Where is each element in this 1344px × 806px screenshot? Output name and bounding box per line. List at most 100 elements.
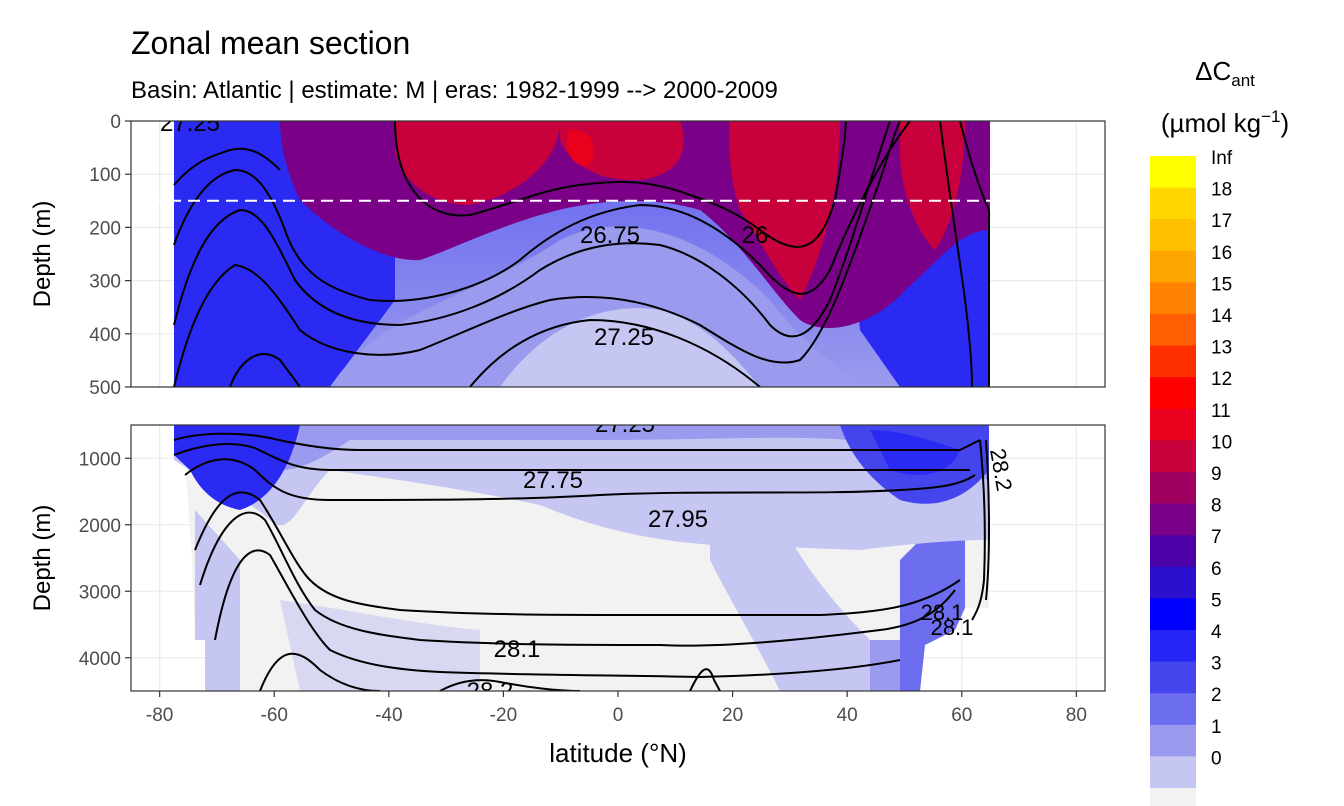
legend-swatch-1: [1150, 187, 1196, 220]
contour-label-28-1-north: 28.1: [921, 600, 964, 625]
lower-contour-10: [971, 439, 986, 621]
lower-field-southern-lavender: [195, 510, 240, 691]
x-tick-label-8: 80: [1066, 705, 1087, 726]
upper-y-tick-label-2: 200: [89, 218, 121, 239]
lower-field-upper-blue: [174, 425, 989, 480]
contour-label-26-75: 26.75: [580, 222, 640, 249]
x-tick-label-6: 40: [837, 705, 858, 726]
y-axis-title-upper: Depth (m): [29, 201, 56, 308]
upper-field-surface-red-north: [729, 121, 840, 300]
lower-contour-5: [199, 511, 956, 647]
legend-swatch-11: [1150, 503, 1196, 536]
lower-contour-4: [194, 491, 961, 617]
upper-y-axis: 0 100 200 300 400 500: [89, 112, 131, 399]
upper-contours: [173, 121, 990, 387]
upper-y-tick-label-3: 300: [89, 272, 121, 293]
legend-label-3: 16: [1211, 243, 1232, 264]
legend-label-18: 1: [1211, 717, 1222, 738]
legend-units: (µmol kg−1): [1161, 107, 1289, 138]
lower-field-northern-blue: [900, 540, 965, 691]
lower-field-northern-core-blue: [870, 430, 960, 475]
legend-label-4: 15: [1211, 274, 1232, 295]
legend-swatch-7: [1150, 377, 1196, 410]
x-tick-label-3: -20: [490, 705, 517, 726]
contour-label-28-2-north: 28.2: [985, 447, 1017, 494]
lower-y-axis: 1000 2000 3000 4000: [79, 449, 131, 670]
legend-swatch-5: [1150, 314, 1196, 347]
contour-label-27-75: 27.75: [523, 467, 583, 494]
legend-swatch-6: [1150, 345, 1196, 378]
lower-contour-labels: 27.75 27.95 28.1 28.2 27.25 28.1 28.1 28…: [467, 411, 1017, 691]
legend-label-10: 9: [1211, 464, 1222, 485]
x-tick-label-5: 20: [722, 705, 743, 726]
legend-units-text: (µmol kg: [1161, 108, 1261, 138]
upper-contour-2: [173, 121, 911, 302]
upper-field-surface-red-south: [395, 121, 560, 205]
upper-contour-7: [394, 121, 847, 248]
legend-label-15: 4: [1211, 622, 1222, 643]
legend-label-12: 7: [1211, 527, 1222, 548]
legend-label-11: 8: [1211, 496, 1222, 517]
x-tick-label-2: -40: [375, 705, 402, 726]
lower-contour-8: [439, 679, 581, 691]
upper-field-surface-red-polar: [900, 121, 965, 250]
legend-label-16: 3: [1211, 654, 1222, 675]
lower-contour-11: [985, 439, 990, 601]
upper-field-central-light: [330, 226, 860, 387]
upper-contour-3: [173, 121, 891, 338]
legend-swatch-15: [1150, 630, 1196, 663]
upper-field-surface-red-spot: [566, 129, 594, 166]
upper-y-tick-label-5: 500: [89, 378, 121, 399]
legend-swatch-16: [1150, 661, 1196, 694]
legend-swatch-19: [1150, 756, 1196, 789]
legend-label-14: 5: [1211, 590, 1222, 611]
lower-contours: [173, 432, 990, 691]
lower-contour-3: [184, 458, 976, 502]
legend-label-7: 12: [1211, 369, 1232, 390]
chart-subtitle: Basin: Atlantic | estimate: M | eras: 19…: [131, 77, 778, 104]
contour-label-27-25-corner: 27.25: [160, 110, 220, 137]
contour-label-27-95: 27.95: [648, 506, 708, 533]
contour-label-26: 26: [742, 222, 769, 249]
legend-units-close: ): [1280, 108, 1289, 138]
contour-label-27-25-lower: 27.25: [595, 411, 655, 438]
x-tick-label-1: -60: [261, 705, 288, 726]
legend-swatch-10: [1150, 472, 1196, 505]
legend-label-19: 0: [1211, 748, 1222, 769]
contour-label-28-1: 28.1: [494, 636, 541, 663]
upper-y-tick-label-4: 400: [89, 325, 121, 346]
x-tick-label-0: -80: [146, 705, 173, 726]
legend-title-sub: ant: [1231, 71, 1255, 90]
x-axis-title: latitude (°N): [549, 738, 687, 768]
legend-swatch-14: [1150, 598, 1196, 631]
legend-swatch-20: [1150, 788, 1196, 806]
y-axis-title-lower: Depth (m): [29, 505, 56, 612]
x-tick-label-4: 0: [613, 705, 624, 726]
upper-panel-border: [130, 120, 1106, 388]
legend-swatch-17: [1150, 693, 1196, 726]
lower-y-tick-label-3: 4000: [79, 649, 121, 670]
legend-swatch-9: [1150, 440, 1196, 473]
lower-contour-7: [259, 652, 381, 691]
legend-swatch-3: [1150, 250, 1196, 283]
legend-swatches: [1150, 156, 1196, 806]
legend-swatch-13: [1150, 566, 1196, 599]
upper-contour-6: [469, 318, 761, 387]
legend-label-5: 14: [1211, 306, 1233, 327]
lower-panel-field: 27.75 27.95 28.1 28.2 27.25 28.1 28.1 28…: [173, 411, 1017, 691]
lower-contour-1: [173, 432, 981, 451]
upper-y-tick-label-0: 0: [110, 112, 121, 133]
upper-field-surface-red-center: [560, 121, 684, 181]
legend-units-exp: −1: [1261, 107, 1280, 126]
legend: ΔCant (µmol kg−1) Inf1817161514131211109…: [1150, 56, 1289, 806]
lower-y-tick-label-2: 3000: [79, 582, 121, 603]
upper-contour-5: [229, 353, 301, 387]
upper-y-tick-label-1: 100: [89, 165, 121, 186]
x-tick-label-7: 60: [951, 705, 972, 726]
lower-contour-9: [689, 668, 721, 691]
upper-panel-field: 26.75 26 27.25 27.25: [131, 110, 1105, 387]
lower-contour-6: [214, 549, 901, 679]
legend-label-2: 17: [1211, 211, 1232, 232]
